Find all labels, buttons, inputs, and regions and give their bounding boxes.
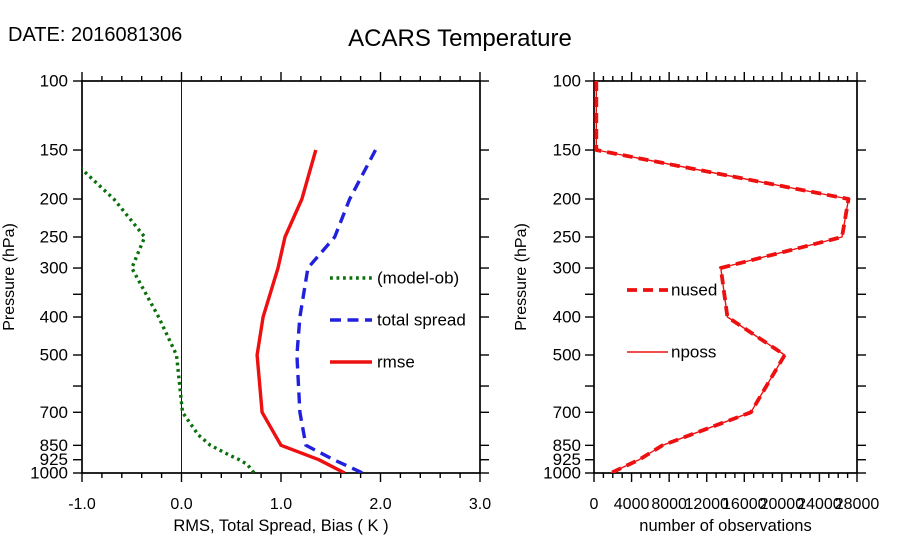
x-tick-label: 24000 bbox=[797, 496, 842, 513]
legend-label: (model-ob) bbox=[377, 269, 459, 288]
axis-ticks bbox=[585, 72, 866, 482]
y-tick-label: 925 bbox=[553, 450, 581, 469]
y-tick-label: 700 bbox=[40, 403, 68, 422]
y-tick-label: 200 bbox=[553, 190, 581, 209]
y-tick-label: 250 bbox=[553, 227, 581, 246]
series-rmse bbox=[255, 149, 346, 473]
plot-frame bbox=[81, 80, 481, 474]
series-total-spread bbox=[295, 149, 378, 473]
page-title: ACARS Temperature bbox=[348, 25, 572, 52]
plot-frame bbox=[593, 80, 858, 474]
y-tick-label: 500 bbox=[553, 345, 581, 364]
y-tick-label: 100 bbox=[40, 72, 68, 91]
x-tick-label: 16000 bbox=[722, 496, 767, 513]
y-tick-label: 300 bbox=[553, 259, 581, 278]
legend-item--model-ob-: (model-ob) bbox=[330, 269, 459, 288]
y-tick-label: 200 bbox=[40, 190, 68, 209]
y-tick-label: 1000 bbox=[30, 464, 68, 483]
y-tick-label: 250 bbox=[40, 227, 68, 246]
x-tick-label: 28000 bbox=[835, 496, 880, 513]
x-tick-label: 1.0 bbox=[270, 496, 292, 513]
y-tick-label: 300 bbox=[40, 259, 68, 278]
legend-label: total spread bbox=[377, 311, 466, 330]
x-tick-label: 12000 bbox=[684, 496, 729, 513]
legend-item-total-spread: total spread bbox=[330, 311, 466, 330]
y-axis-title: Pressure (hPa) bbox=[513, 223, 530, 331]
x-tick-label: -1.0 bbox=[68, 496, 96, 513]
y-tick-label: 400 bbox=[553, 308, 581, 327]
legend-item-nused: nused bbox=[627, 281, 717, 300]
y-axis-title: Pressure (hPa) bbox=[1, 223, 18, 331]
x-tick-label: 20000 bbox=[760, 496, 805, 513]
legend-item-nposs: nposs bbox=[627, 343, 716, 362]
y-tick-label: 700 bbox=[553, 403, 581, 422]
y-tick-label: 850 bbox=[553, 436, 581, 455]
x-tick-label: 8000 bbox=[651, 496, 687, 513]
y-tick-label: 400 bbox=[40, 308, 68, 327]
y-tick-label: 925 bbox=[40, 450, 68, 469]
legend-label: nposs bbox=[671, 343, 716, 362]
x-tick-label: 0.0 bbox=[170, 496, 192, 513]
x-tick-label: 3.0 bbox=[469, 496, 491, 513]
legend-label: rmse bbox=[377, 353, 415, 372]
y-tick-label: 150 bbox=[553, 141, 581, 160]
y-tick-label: 850 bbox=[40, 436, 68, 455]
y-tick-label: 1000 bbox=[543, 464, 581, 483]
date-label: DATE: 2016081306 bbox=[8, 24, 183, 46]
x-tick-label: 4000 bbox=[614, 496, 650, 513]
left-panel: -1.0 0.0 1.0 2.0 3.0 100 150 200 250 300 400 500 700… bbox=[1, 72, 491, 536]
y-tick-label: 100 bbox=[553, 72, 581, 91]
series--model-ob- bbox=[82, 167, 256, 473]
x-axis-title: number of observations bbox=[639, 517, 811, 535]
x-axis-title: RMS, Total Spread, Bias ( K ) bbox=[173, 517, 388, 535]
y-tick-label: 500 bbox=[40, 345, 68, 364]
series-nused bbox=[594, 81, 851, 473]
x-tick-label: 2.0 bbox=[369, 496, 391, 513]
legend-label: nused bbox=[671, 281, 717, 300]
x-tick-label: 0 bbox=[590, 496, 599, 513]
legend-item-rmse: rmse bbox=[330, 353, 415, 372]
y-tick-label: 150 bbox=[40, 141, 68, 160]
